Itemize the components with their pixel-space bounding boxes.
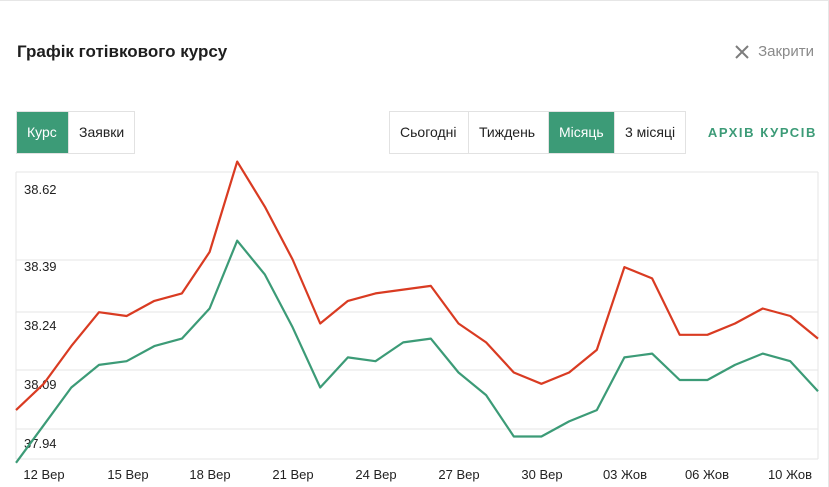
x-tick-label: 24 Вер (355, 467, 396, 482)
tab-orders[interactable]: Заявки (68, 112, 134, 153)
y-tick-label: 38.62 (24, 182, 57, 197)
y-tick-label: 38.09 (24, 377, 57, 392)
top-border (0, 0, 829, 1)
view-tabs: Курс Заявки (16, 111, 135, 154)
x-tick-label: 21 Вер (272, 467, 313, 482)
x-tick-label: 12 Вер (23, 467, 64, 482)
close-icon (735, 44, 749, 59)
y-tick-label: 38.39 (24, 259, 57, 274)
x-tick-label: 18 Вер (189, 467, 230, 482)
y-tick-label: 38.24 (24, 318, 57, 333)
close-label: Закрити (758, 43, 814, 60)
chart-title: Графік готівкового курсу (17, 42, 228, 61)
x-tick-label: 15 Вер (107, 467, 148, 482)
tab-3-months[interactable]: 3 місяці (614, 112, 685, 153)
x-tick-label: 06 Жов (685, 467, 729, 482)
tab-month[interactable]: Місяць (548, 112, 614, 153)
x-tick-label: 27 Вер (438, 467, 479, 482)
period-tabs: Сьогодні Тиждень Місяць 3 місяці (389, 111, 686, 154)
series-line-0 (15, 160, 819, 411)
archive-link[interactable]: АРХІВ КУРСІВ (707, 125, 817, 140)
x-tick-label: 10 Жов (768, 467, 812, 482)
tab-week[interactable]: Тиждень (468, 112, 548, 153)
tab-rate[interactable]: Курс (17, 112, 68, 153)
x-tick-label: 30 Вер (521, 467, 562, 482)
tab-today[interactable]: Сьогодні (400, 124, 457, 140)
x-tick-label: 03 Жов (603, 467, 647, 482)
close-button[interactable]: Закрити (735, 43, 814, 60)
series-line-1 (15, 239, 819, 464)
